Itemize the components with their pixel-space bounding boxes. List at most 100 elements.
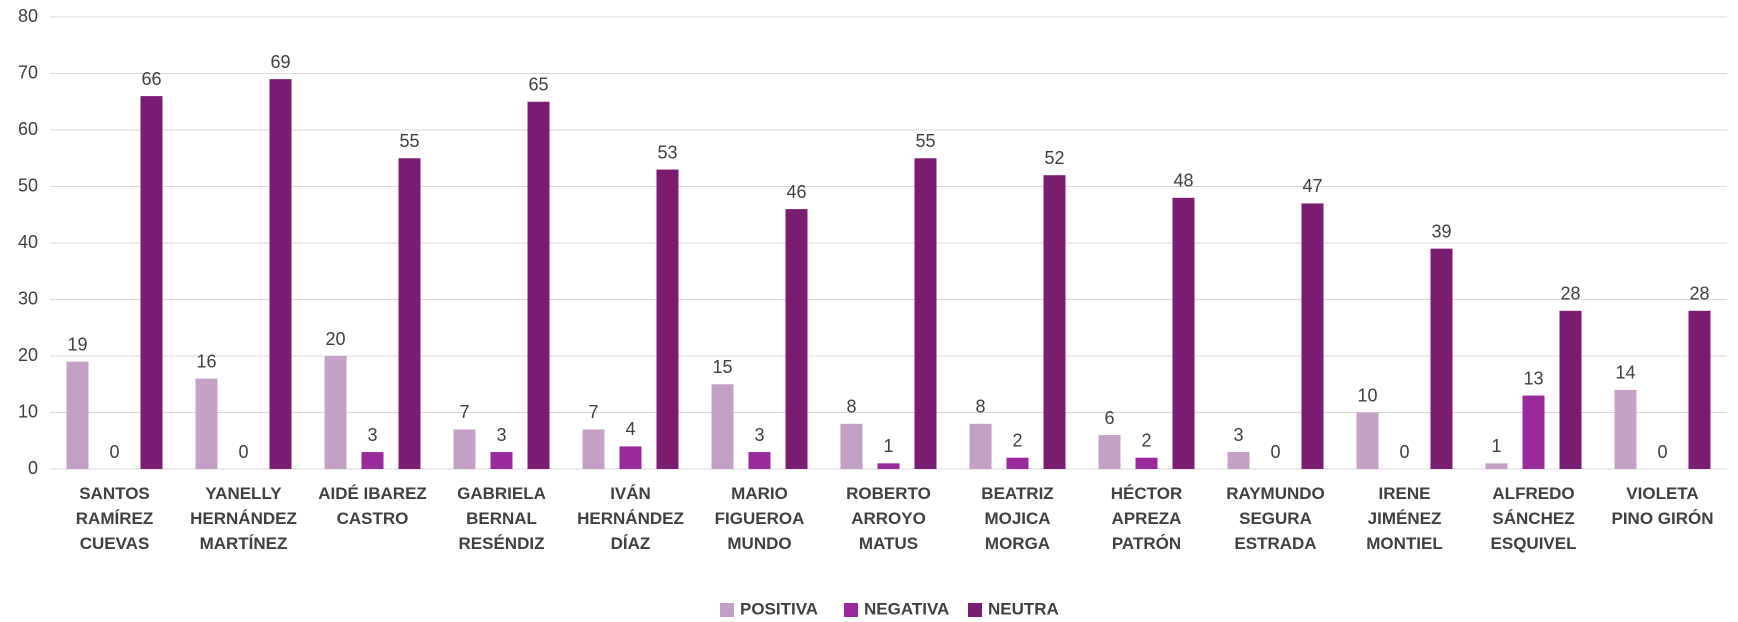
x-tick-label: SANTOS RAMÍREZ CUEVAS <box>76 484 153 553</box>
value-label: 13 <box>1523 368 1543 388</box>
bar <box>361 452 384 469</box>
bar <box>1172 197 1195 470</box>
bar <box>1559 310 1582 469</box>
value-label: 19 <box>67 334 87 354</box>
x-tick-label: AIDÉ IBAREZ CASTRO <box>318 484 427 528</box>
value-label: 7 <box>459 402 469 422</box>
y-tick-label: 60 <box>18 119 38 139</box>
value-label: 1 <box>883 436 893 456</box>
legend-swatch <box>844 603 858 617</box>
value-label: 16 <box>196 351 216 371</box>
value-label: 7 <box>588 402 598 422</box>
y-tick-label: 40 <box>18 232 38 252</box>
legend-swatch <box>968 603 982 617</box>
legend-label: NEGATIVA <box>864 599 949 618</box>
value-label: 55 <box>399 131 419 151</box>
bar <box>66 361 89 469</box>
bar <box>140 96 163 469</box>
value-label: 55 <box>915 131 935 151</box>
bar <box>969 423 992 469</box>
value-label: 0 <box>1270 442 1280 462</box>
value-label: 0 <box>1657 442 1667 462</box>
y-tick-label: 80 <box>18 6 38 26</box>
legend-label: POSITIVA <box>740 599 818 618</box>
value-label: 66 <box>141 69 161 89</box>
x-tick-label: GABRIELA BERNAL RESÉNDIZ <box>457 484 546 553</box>
x-tick-label: IRENE JIMÉNEZ MONTIEL <box>1366 484 1443 553</box>
bar <box>490 452 513 469</box>
x-tick-label: MARIO FIGUEROA MUNDO <box>715 484 805 553</box>
value-label: 14 <box>1615 363 1635 383</box>
value-label: 28 <box>1560 284 1580 304</box>
value-label: 3 <box>367 425 377 445</box>
value-label: 0 <box>109 442 119 462</box>
value-label: 0 <box>238 442 248 462</box>
bar <box>840 423 863 469</box>
bar <box>1135 457 1158 469</box>
value-label: 8 <box>846 397 856 417</box>
bar <box>1430 248 1453 469</box>
value-label: 48 <box>1173 171 1193 191</box>
value-label: 2 <box>1141 430 1151 450</box>
bar <box>582 429 605 469</box>
x-tick-label: HÉCTOR APREZA PATRÓN <box>1111 484 1182 553</box>
bar <box>656 169 679 470</box>
y-tick-label: 10 <box>18 401 38 421</box>
value-label: 1 <box>1491 436 1501 456</box>
value-label: 2 <box>1012 430 1022 450</box>
value-label: 52 <box>1044 148 1064 168</box>
value-label: 39 <box>1431 221 1451 241</box>
value-label: 3 <box>496 425 506 445</box>
y-tick-label: 30 <box>18 288 38 308</box>
bar <box>398 158 421 469</box>
value-label: 46 <box>786 182 806 202</box>
value-label: 15 <box>712 357 732 377</box>
value-label: 4 <box>625 419 635 439</box>
value-label: 20 <box>325 329 345 349</box>
bar <box>619 446 642 469</box>
y-tick-label: 0 <box>28 458 38 478</box>
bar <box>1485 463 1508 469</box>
bar <box>914 158 937 469</box>
bar <box>269 79 292 470</box>
bar <box>1098 435 1121 469</box>
x-tick-label: VIOLETA PINO GIRÓN <box>1611 484 1713 528</box>
bar <box>453 429 476 469</box>
bar <box>1522 395 1545 469</box>
value-label: 10 <box>1357 385 1377 405</box>
bar <box>1614 389 1637 469</box>
y-tick-label: 50 <box>18 175 38 195</box>
bar <box>711 384 734 469</box>
bar <box>1356 412 1379 469</box>
legend-swatch <box>720 603 734 617</box>
y-tick-label: 20 <box>18 345 38 365</box>
value-label: 6 <box>1104 408 1114 428</box>
value-label: 3 <box>1233 425 1243 445</box>
value-label: 28 <box>1689 284 1709 304</box>
bar <box>527 101 550 469</box>
bar <box>748 452 771 469</box>
value-label: 69 <box>270 52 290 72</box>
bar <box>1688 310 1711 469</box>
bar <box>1043 175 1066 469</box>
value-label: 53 <box>657 142 677 162</box>
bar <box>324 356 347 469</box>
y-tick-label: 70 <box>18 62 38 82</box>
x-tick-label: IVÁN HERNÁNDEZ DÍAZ <box>577 484 684 553</box>
bar <box>785 209 808 469</box>
bar <box>1227 452 1250 469</box>
bar <box>1301 203 1324 469</box>
bar <box>877 463 900 469</box>
x-tick-label: RAYMUNDO SEGURA ESTRADA <box>1226 484 1325 553</box>
value-label: 8 <box>975 397 985 417</box>
value-label: 0 <box>1399 442 1409 462</box>
x-tick-label: ROBERTO ARROYO MATUS <box>846 484 931 553</box>
value-label: 3 <box>754 425 764 445</box>
value-label: 47 <box>1302 176 1322 196</box>
legend-label: NEUTRA <box>988 599 1059 618</box>
value-label: 65 <box>528 75 548 95</box>
bar <box>1006 457 1029 469</box>
x-tick-label: YANELLY HERNÁNDEZ MARTÍNEZ <box>190 484 297 553</box>
x-tick-label: ALFREDO SÁNCHEZ ESQUIVEL <box>1491 484 1577 553</box>
